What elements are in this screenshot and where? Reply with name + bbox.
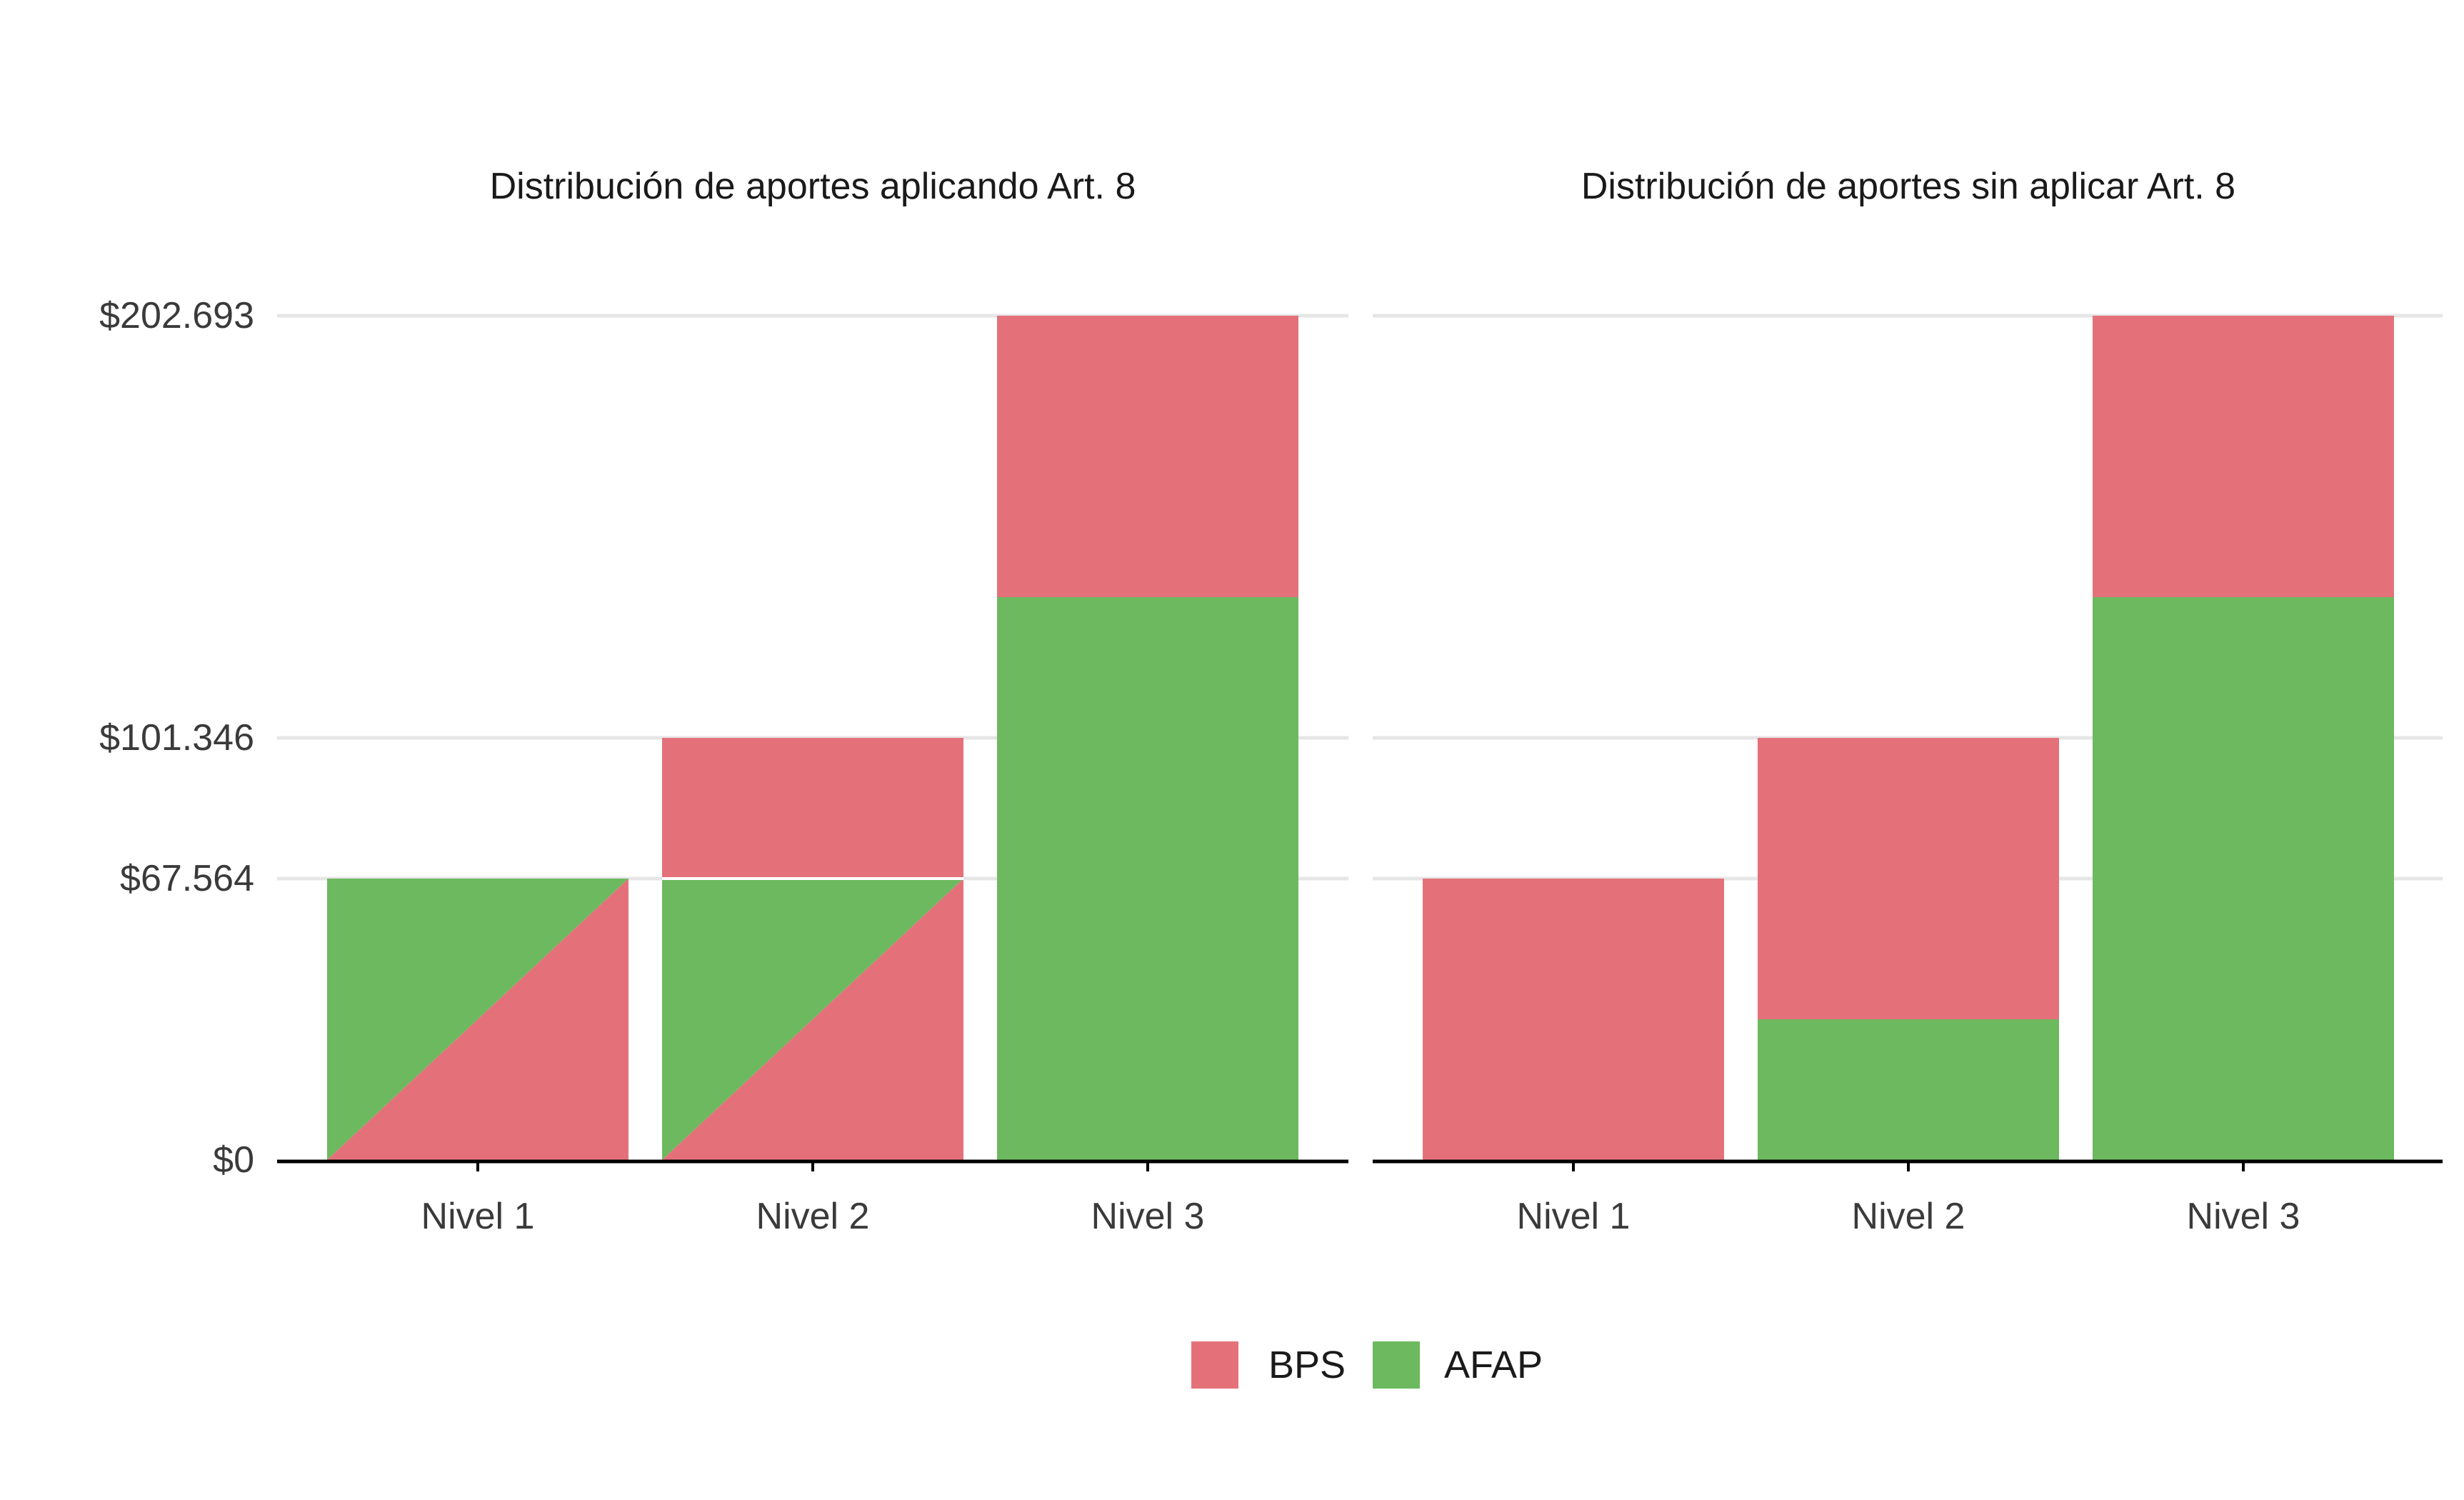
bar-segment-bps-panel-2-nivel-3 bbox=[2093, 316, 2394, 597]
bar-segment-afap-panel-2-nivel-2 bbox=[1758, 1019, 2059, 1160]
x-tick-label: Nivel 3 bbox=[1091, 1196, 1205, 1237]
bar-segment-afap-panel-2-nivel-3 bbox=[2093, 596, 2394, 1160]
y-tick-label: $67.564 bbox=[120, 858, 254, 899]
legend-swatch-afap bbox=[1373, 1341, 1420, 1389]
y-tick-label: $0 bbox=[213, 1139, 254, 1181]
x-tick-label: Nivel 2 bbox=[756, 1196, 870, 1237]
y-tick-label: $202.693 bbox=[99, 295, 254, 336]
bar-segment-bps-upper-panel-1-nivel-2 bbox=[662, 738, 963, 879]
bar-segment-bps-panel-1-nivel-1 bbox=[327, 879, 628, 1160]
legend-layer: BPS AFAP bbox=[1191, 1341, 1543, 1389]
legend-swatch-bps bbox=[1191, 1341, 1238, 1389]
bar-segment-bps-panel-1-nivel-3 bbox=[997, 316, 1298, 597]
legend-label-bps: BPS bbox=[1268, 1344, 1346, 1386]
bar-segment-bps-panel-2-nivel-1 bbox=[1423, 879, 1724, 1160]
axis-layer bbox=[277, 1159, 2443, 1171]
x-tick-label: Nivel 1 bbox=[1517, 1196, 1631, 1237]
y-tick-label: $101.346 bbox=[99, 717, 254, 759]
x-tick-label: Nivel 1 bbox=[421, 1196, 535, 1237]
bars-layer bbox=[327, 316, 2394, 1160]
bar-segment-bps-panel-1-nivel-2 bbox=[662, 879, 963, 1160]
panel-title-1: Distribución de aportes aplicando Art. 8 bbox=[490, 166, 1136, 207]
x-tick-label: Nivel 3 bbox=[2187, 1196, 2300, 1237]
legend-label-afap: AFAP bbox=[1444, 1344, 1543, 1386]
bar-segment-bps-panel-2-nivel-2 bbox=[1758, 738, 2059, 1020]
x-tick-label: Nivel 2 bbox=[1852, 1196, 1965, 1237]
panel-title-2: Distribución de aportes sin aplicar Art.… bbox=[1581, 166, 2235, 207]
bar-segment-afap-panel-1-nivel-3 bbox=[997, 596, 1298, 1160]
text-layer: $0 $67.564 $101.346 $202.693 Nivel 1 Nivel 2 N… bbox=[99, 166, 2300, 1237]
